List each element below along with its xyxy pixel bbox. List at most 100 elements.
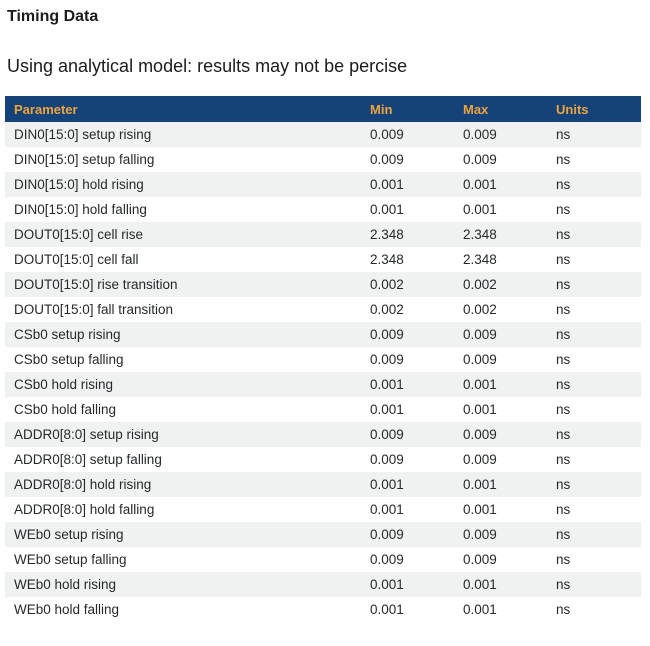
parameter-cell: CSb0 setup falling	[5, 347, 361, 372]
parameter-cell: CSb0 setup rising	[5, 322, 361, 347]
parameter-cell: CSb0 hold falling	[5, 397, 361, 422]
table-row: ADDR0[8:0] hold falling 0.001 0.001 ns	[5, 497, 641, 522]
timing-data-table: Parameter Min Max Units DIN0[15:0] setup…	[5, 96, 641, 622]
parameter-cell: DOUT0[15:0] fall transition	[5, 297, 361, 322]
table-row: ADDR0[8:0] hold rising 0.001 0.001 ns	[5, 472, 641, 497]
max-cell: 0.009	[454, 147, 547, 172]
units-cell: ns	[547, 447, 641, 472]
parameter-cell: ADDR0[8:0] hold rising	[5, 472, 361, 497]
max-cell: 0.009	[454, 122, 547, 147]
units-cell: ns	[547, 347, 641, 372]
max-cell: 0.001	[454, 472, 547, 497]
max-cell: 0.002	[454, 297, 547, 322]
units-cell: ns	[547, 272, 641, 297]
min-cell: 2.348	[361, 222, 454, 247]
min-cell: 0.002	[361, 272, 454, 297]
min-cell: 0.009	[361, 147, 454, 172]
timing-report-page: Timing Data Using analytical model: resu…	[5, 8, 641, 622]
max-cell: 0.001	[454, 197, 547, 222]
units-cell: ns	[547, 422, 641, 447]
parameter-cell: WEb0 hold falling	[5, 597, 361, 622]
units-cell: ns	[547, 522, 641, 547]
parameter-cell: DOUT0[15:0] cell rise	[5, 222, 361, 247]
parameter-cell: ADDR0[8:0] hold falling	[5, 497, 361, 522]
min-cell: 2.348	[361, 247, 454, 272]
min-cell: 0.001	[361, 572, 454, 597]
min-cell: 0.001	[361, 497, 454, 522]
min-cell: 0.001	[361, 172, 454, 197]
table-row: WEb0 setup rising 0.009 0.009 ns	[5, 522, 641, 547]
table-row: DIN0[15:0] hold rising 0.001 0.001 ns	[5, 172, 641, 197]
column-header-units: Units	[547, 96, 641, 122]
parameter-cell: ADDR0[8:0] setup rising	[5, 422, 361, 447]
min-cell: 0.009	[361, 422, 454, 447]
min-cell: 0.009	[361, 547, 454, 572]
units-cell: ns	[547, 547, 641, 572]
parameter-cell: ADDR0[8:0] setup falling	[5, 447, 361, 472]
max-cell: 0.009	[454, 522, 547, 547]
units-cell: ns	[547, 197, 641, 222]
units-cell: ns	[547, 247, 641, 272]
units-cell: ns	[547, 597, 641, 622]
table-row: DOUT0[15:0] cell rise 2.348 2.348 ns	[5, 222, 641, 247]
parameter-cell: DOUT0[15:0] cell fall	[5, 247, 361, 272]
units-cell: ns	[547, 222, 641, 247]
units-cell: ns	[547, 472, 641, 497]
max-cell: 0.009	[454, 547, 547, 572]
min-cell: 0.001	[361, 472, 454, 497]
min-cell: 0.001	[361, 372, 454, 397]
max-cell: 0.001	[454, 597, 547, 622]
table-row: CSb0 setup falling 0.009 0.009 ns	[5, 347, 641, 372]
units-cell: ns	[547, 122, 641, 147]
table-row: CSb0 hold falling 0.001 0.001 ns	[5, 397, 641, 422]
max-cell: 0.009	[454, 422, 547, 447]
min-cell: 0.009	[361, 447, 454, 472]
table-row: DOUT0[15:0] rise transition 0.002 0.002 …	[5, 272, 641, 297]
min-cell: 0.009	[361, 347, 454, 372]
column-header-parameter: Parameter	[5, 96, 361, 122]
max-cell: 0.001	[454, 372, 547, 397]
units-cell: ns	[547, 297, 641, 322]
max-cell: 0.001	[454, 397, 547, 422]
min-cell: 0.001	[361, 397, 454, 422]
parameter-cell: DIN0[15:0] setup falling	[5, 147, 361, 172]
max-cell: 0.009	[454, 322, 547, 347]
max-cell: 0.002	[454, 272, 547, 297]
parameter-cell: WEb0 hold rising	[5, 572, 361, 597]
min-cell: 0.002	[361, 297, 454, 322]
table-row: ADDR0[8:0] setup rising 0.009 0.009 ns	[5, 422, 641, 447]
column-header-min: Min	[361, 96, 454, 122]
units-cell: ns	[547, 172, 641, 197]
table-row: DOUT0[15:0] cell fall 2.348 2.348 ns	[5, 247, 641, 272]
table-row: WEb0 hold falling 0.001 0.001 ns	[5, 597, 641, 622]
parameter-cell: WEb0 setup falling	[5, 547, 361, 572]
max-cell: 2.348	[454, 247, 547, 272]
units-cell: ns	[547, 497, 641, 522]
parameter-cell: DIN0[15:0] hold falling	[5, 197, 361, 222]
column-header-max: Max	[454, 96, 547, 122]
page-title: Timing Data	[7, 8, 99, 25]
table-row: DIN0[15:0] setup falling 0.009 0.009 ns	[5, 147, 641, 172]
parameter-cell: DIN0[15:0] setup rising	[5, 122, 361, 147]
min-cell: 0.009	[361, 122, 454, 147]
table-row: WEb0 setup falling 0.009 0.009 ns	[5, 547, 641, 572]
units-cell: ns	[547, 397, 641, 422]
parameter-cell: WEb0 setup rising	[5, 522, 361, 547]
table-row: DIN0[15:0] setup rising 0.009 0.009 ns	[5, 122, 641, 147]
table-row: CSb0 setup rising 0.009 0.009 ns	[5, 322, 641, 347]
table-row: WEb0 hold rising 0.001 0.001 ns	[5, 572, 641, 597]
page-subtitle: Using analytical model: results may not …	[7, 56, 408, 76]
min-cell: 0.001	[361, 197, 454, 222]
units-cell: ns	[547, 572, 641, 597]
max-cell: 0.009	[454, 447, 547, 472]
parameter-cell: CSb0 hold rising	[5, 372, 361, 397]
units-cell: ns	[547, 372, 641, 397]
max-cell: 2.348	[454, 222, 547, 247]
max-cell: 0.001	[454, 497, 547, 522]
min-cell: 0.001	[361, 597, 454, 622]
max-cell: 0.001	[454, 172, 547, 197]
table-row: DOUT0[15:0] fall transition 0.002 0.002 …	[5, 297, 641, 322]
table-row: DIN0[15:0] hold falling 0.001 0.001 ns	[5, 197, 641, 222]
table-header-row: Parameter Min Max Units	[5, 96, 641, 122]
max-cell: 0.001	[454, 572, 547, 597]
